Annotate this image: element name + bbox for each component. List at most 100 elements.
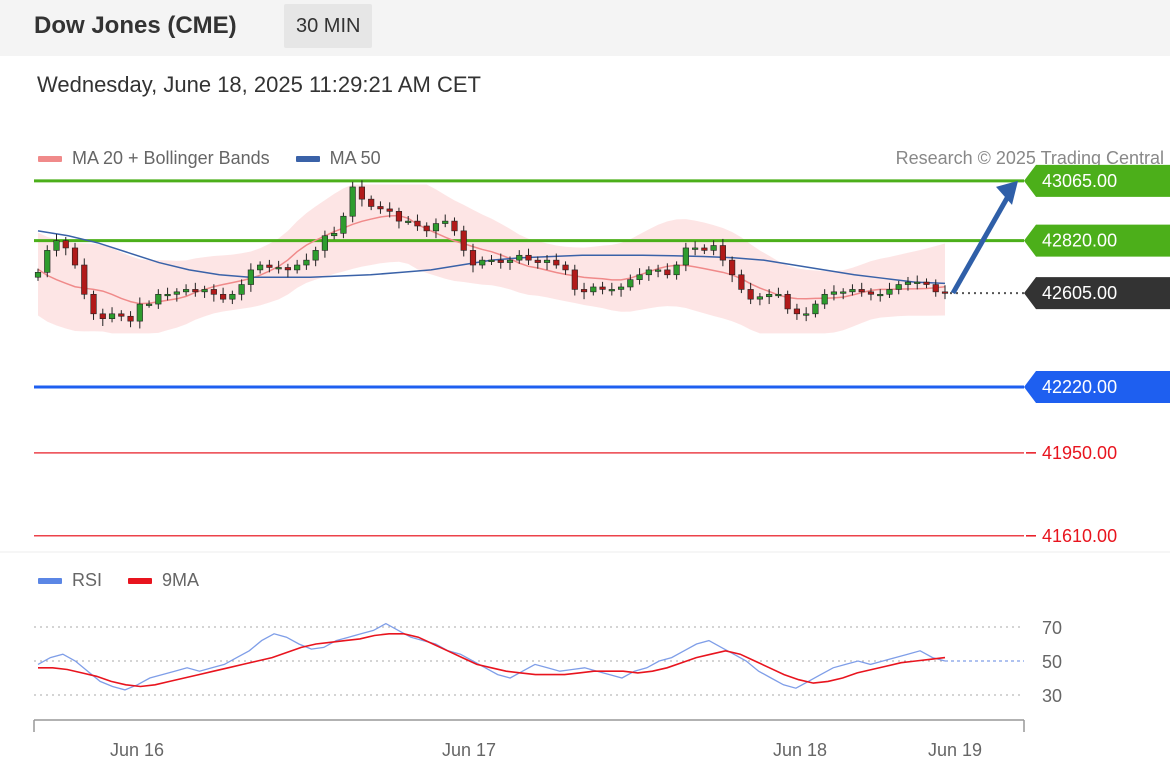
- candle: [469, 243, 477, 273]
- candle-body: [145, 303, 153, 306]
- candle-body: [738, 274, 745, 290]
- candle: [497, 253, 504, 269]
- candle: [340, 212, 347, 239]
- timeframe-badge[interactable]: 30 MIN: [284, 4, 373, 48]
- candle: [877, 289, 884, 302]
- candle: [580, 282, 588, 300]
- candle-body: [627, 279, 634, 288]
- candle-body: [460, 230, 467, 251]
- candle-body: [451, 220, 458, 232]
- candle-body: [71, 247, 79, 266]
- candle-body: [220, 293, 227, 300]
- candle: [599, 281, 606, 295]
- candle: [247, 263, 254, 292]
- candle-body: [747, 289, 754, 300]
- candle-body: [664, 269, 671, 276]
- candle: [395, 207, 403, 229]
- x-tick-label: Jun 16: [110, 740, 164, 760]
- rsi-tick-label: 50: [1042, 652, 1062, 672]
- candle-body: [895, 284, 902, 290]
- candle: [729, 256, 736, 283]
- candle: [849, 284, 856, 296]
- candle: [451, 217, 458, 236]
- candle: [664, 263, 671, 279]
- candle-body: [155, 293, 162, 305]
- candle-body: [53, 240, 60, 251]
- candle-body: [812, 303, 819, 315]
- candle: [294, 259, 301, 274]
- candle: [821, 289, 828, 309]
- candle-body: [590, 286, 597, 293]
- candle-body: [858, 289, 865, 293]
- level-label: 42220.00: [1042, 377, 1117, 397]
- candle: [673, 261, 680, 280]
- candle-body: [923, 281, 930, 285]
- candle-body: [803, 313, 810, 316]
- candle-body: [655, 269, 662, 272]
- candle: [266, 259, 273, 273]
- candle-body: [580, 289, 588, 293]
- legend-item-rsi: RSI: [38, 570, 102, 591]
- candle-body: [201, 289, 208, 293]
- rsi-swatch: [38, 577, 62, 584]
- candle-body: [766, 293, 773, 298]
- candle: [904, 276, 912, 291]
- candle: [516, 250, 523, 264]
- level-tag: 43065.00: [1024, 164, 1170, 197]
- candle: [793, 303, 800, 320]
- candle-body: [562, 264, 569, 271]
- candle: [756, 293, 763, 306]
- rsi-tick-label: 70: [1042, 618, 1062, 638]
- candle-body: [645, 269, 652, 276]
- candle: [183, 284, 190, 296]
- level-label: 42820.00: [1042, 231, 1117, 251]
- candle-body: [636, 274, 643, 280]
- candle-body: [784, 293, 791, 310]
- candle: [34, 268, 42, 281]
- candle: [136, 297, 143, 329]
- candle-body: [81, 264, 88, 295]
- level-label: 41610.00: [1042, 526, 1117, 546]
- candle: [44, 245, 51, 278]
- candle-body: [442, 220, 449, 224]
- level-tag: 41610.00: [1026, 526, 1117, 546]
- candle: [803, 307, 810, 322]
- candle: [553, 253, 560, 269]
- candle: [368, 195, 375, 211]
- candle: [710, 240, 717, 256]
- candle: [830, 285, 838, 301]
- credit-text: Research © 2025 Trading Central: [895, 148, 1164, 168]
- candle-body: [90, 293, 97, 315]
- 9ma-swatch: [128, 577, 153, 584]
- candle: [423, 222, 430, 237]
- legend-item-ma20: MA 20 + Bollinger Bands: [38, 148, 270, 169]
- candle-body: [331, 233, 338, 237]
- candle-body: [840, 291, 847, 294]
- candle-body: [701, 247, 708, 251]
- level-tag-bg: [1024, 224, 1170, 257]
- candle-body: [275, 267, 282, 270]
- candle-body: [432, 223, 440, 232]
- candle: [127, 311, 134, 328]
- candle-body: [210, 289, 217, 295]
- candle: [692, 241, 699, 256]
- level-label: 42605.00: [1042, 283, 1117, 303]
- candle-body: [405, 220, 412, 223]
- candle: [701, 244, 708, 255]
- candle-body: [571, 269, 578, 290]
- candle-body: [108, 313, 116, 319]
- candle: [645, 266, 652, 281]
- candle-body: [488, 259, 495, 262]
- candle-body: [932, 284, 939, 293]
- candle: [173, 288, 180, 302]
- level-tag-bg: [1024, 370, 1170, 403]
- candle: [636, 268, 643, 285]
- candle-body: [553, 259, 560, 266]
- level-tag: 42220.00: [1024, 370, 1170, 403]
- candle-body: [247, 269, 254, 285]
- candle: [479, 256, 486, 269]
- candle-body: [321, 235, 328, 251]
- candle-body: [877, 293, 884, 297]
- candle-body: [710, 245, 717, 251]
